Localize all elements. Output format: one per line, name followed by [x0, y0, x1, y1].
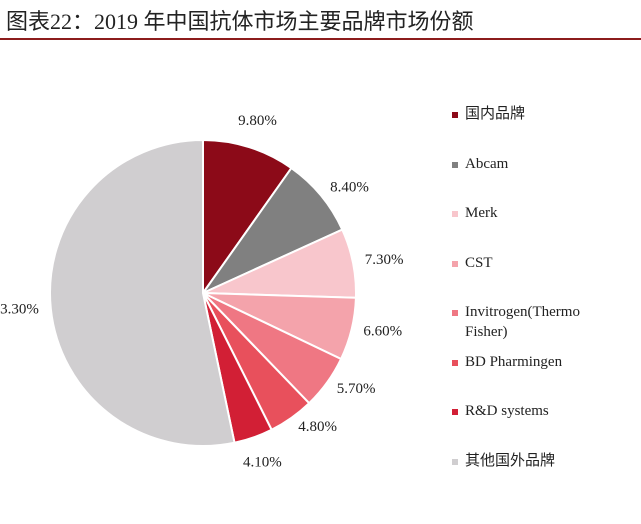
- chart-title: 图表22：2019 年中国抗体市场主要品牌市场份额: [6, 9, 474, 34]
- legend-swatch: [452, 161, 458, 168]
- data-label: 53.30%: [0, 302, 39, 318]
- legend-item: 其他国外品牌: [452, 451, 622, 501]
- data-label: 4.80%: [298, 419, 337, 435]
- legend-item: R&D systems: [452, 401, 622, 451]
- data-label: 4.10%: [243, 454, 282, 470]
- legend-label: 国内品牌: [465, 106, 526, 122]
- legend-item: Merk: [452, 203, 622, 253]
- title-rule: [0, 38, 641, 40]
- legend-swatch: [452, 359, 458, 366]
- legend-item: 国内品牌: [452, 104, 622, 154]
- legend-label: 其他国外品牌: [465, 452, 556, 469]
- data-label: 8.40%: [330, 179, 369, 195]
- legend-swatch: [452, 310, 458, 316]
- pie-slice: [202, 138, 293, 297]
- legend: 国内品牌 Abcam Merk CST Invitrogen(Thermo Fisher…: [452, 104, 622, 500]
- legend-label: R&D systems: [465, 403, 549, 419]
- legend-item: CST: [452, 253, 622, 303]
- legend-swatch: [452, 112, 458, 118]
- legend-label: Invitrogen(Thermo Fisher): [465, 304, 580, 340]
- pie-slice: [49, 138, 236, 447]
- legend-item: BD Pharmingen: [452, 352, 622, 402]
- legend-swatch: [452, 260, 458, 267]
- legend-item: Invitrogen(Thermo Fisher): [452, 302, 622, 352]
- legend-label: Merk: [465, 205, 498, 221]
- data-label: 7.30%: [365, 252, 404, 268]
- legend-item: Abcam: [452, 154, 622, 204]
- legend-swatch: [452, 458, 458, 465]
- legend-label: Abcam: [465, 155, 509, 172]
- legend-swatch: [452, 211, 458, 217]
- chart: 9.80% 8.40% 7.30% 6.60% 5.70% 4.80% 4.10% 53.30…: [0, 113, 404, 470]
- data-label: 9.80%: [238, 113, 277, 129]
- data-label: 6.60%: [363, 323, 402, 339]
- legend-label: BD Pharmingen: [465, 353, 563, 370]
- legend-swatch: [452, 409, 458, 415]
- legend-label: CST: [465, 254, 493, 271]
- data-label: 5.70%: [337, 381, 376, 397]
